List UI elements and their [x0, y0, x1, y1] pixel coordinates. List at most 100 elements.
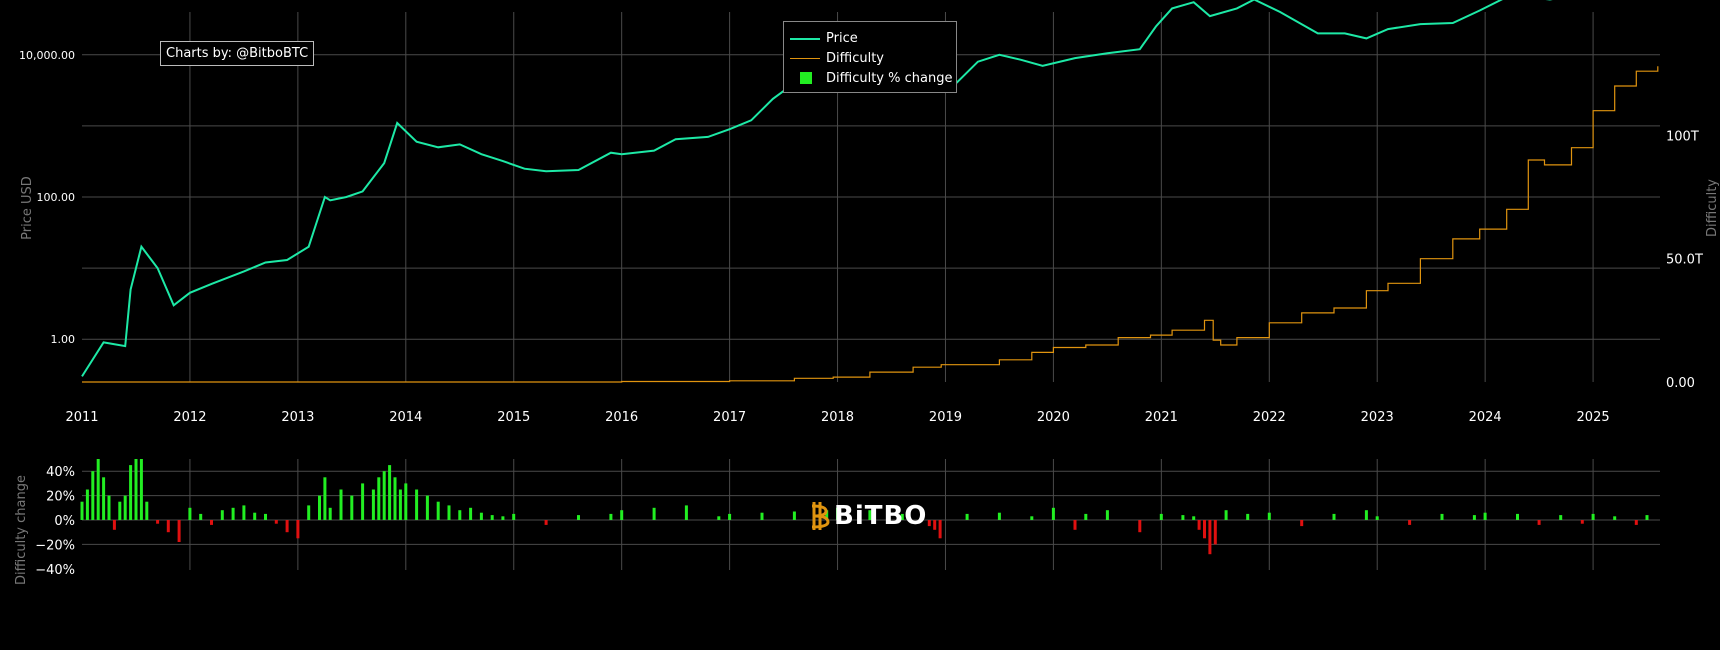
x-tick-label: 2020 — [1037, 410, 1070, 425]
x-tick-label: 2016 — [605, 410, 638, 425]
difficulty-change-bar — [264, 513, 267, 520]
difficulty-change-bar — [1537, 520, 1541, 525]
difficulty-change-bar — [469, 507, 473, 520]
difficulty-change-bar — [425, 495, 429, 520]
difficulty-change-bar — [382, 471, 386, 520]
difficulty-change-bar — [933, 520, 937, 530]
difficulty-change-bar — [1181, 515, 1185, 520]
legend-item-price[interactable]: Price — [790, 29, 858, 47]
difficulty-change-bar — [1138, 520, 1142, 533]
x-tick-label: 2021 — [1145, 410, 1178, 425]
difficulty-change-bar — [1267, 512, 1271, 520]
difficulty-change-bar — [1084, 513, 1088, 520]
x-tick-label: 2014 — [389, 410, 422, 425]
x-tick-label: 2024 — [1469, 410, 1502, 425]
y-tick-label: 100.00 — [37, 191, 76, 204]
difficulty-change-bar — [577, 515, 580, 520]
difficulty-change-bar — [1192, 516, 1196, 520]
difficulty-change-bar — [1051, 507, 1055, 520]
difficulty-change-bar — [1483, 512, 1487, 520]
difficulty-change-bar — [210, 520, 213, 525]
difficulty-change-bar — [501, 516, 505, 520]
legend-item-difficulty[interactable]: Difficulty — [790, 49, 884, 67]
legend-item-difficulty-change[interactable]: Difficulty % change — [790, 69, 952, 87]
difficulty-change-bar — [479, 512, 483, 520]
difficulty-change-bar — [361, 483, 365, 520]
difficulty-change-bar — [609, 513, 613, 520]
difficulty-change-bar — [371, 489, 375, 520]
difficulty-change-bar — [458, 510, 462, 520]
difficulty-change-bar — [1408, 520, 1412, 525]
difficulty-change-bar — [199, 513, 203, 520]
difficulty-change-bar — [1364, 510, 1368, 520]
difficulty-line — [82, 66, 1659, 383]
legend-label-difficulty-change: Difficulty % change — [826, 70, 953, 86]
difficulty-change-bar — [242, 505, 246, 520]
x-tick-label: 2013 — [281, 410, 314, 425]
difficulty-change-bar — [792, 511, 796, 520]
x-tick-label: 2015 — [497, 410, 530, 425]
difficulty-change-bar — [134, 459, 138, 520]
difficulty-change-bar — [1030, 516, 1034, 520]
difficulty-change-bar — [965, 513, 969, 520]
difficulty-change-bar — [129, 465, 133, 520]
difficulty-change-bar — [139, 459, 143, 520]
x-tick-label: 2017 — [713, 410, 746, 425]
difficulty-change-bar — [1440, 513, 1444, 520]
y-axis-title-price: Price USD — [20, 176, 35, 240]
difficulty-change-bar — [339, 489, 343, 520]
chart-legend: Price Difficulty Difficulty % change — [783, 21, 957, 93]
difficulty-change-bar — [388, 465, 392, 520]
sub-y-tick-label: −40% — [35, 563, 75, 578]
tick-labels: 2011 2012 2013 2014 2015 2016 2017 2018 2019 2020… — [19, 49, 1703, 578]
sub-y-tick-label: 0% — [54, 514, 75, 529]
difficulty-change-bar — [398, 489, 402, 520]
difficulty-change-bar — [220, 510, 224, 520]
difficulty-change-bar — [188, 507, 192, 520]
y-axis-title-difficulty-change: Difficulty change — [14, 475, 29, 585]
difficulty-change-bar — [166, 520, 170, 533]
difficulty-change-bar — [102, 477, 106, 520]
difficulty-change-bar — [145, 501, 149, 520]
difficulty-change-bar — [1634, 520, 1638, 525]
difficulty-change-bar — [1645, 515, 1649, 520]
y-tick-label: 10,000.00 — [19, 49, 75, 62]
difficulty-change-bar — [274, 520, 278, 524]
bitbo-logo-icon — [811, 502, 830, 530]
difficulty-change-bar — [393, 477, 397, 520]
difficulty-change-bar — [323, 477, 327, 520]
difficulty-change-bar — [112, 520, 116, 530]
difficulty-change-bar — [1246, 513, 1250, 520]
difficulty-change-bar — [118, 501, 122, 520]
difficulty-change-bar — [1300, 520, 1304, 527]
difficulty-change-bar — [825, 510, 829, 520]
difficulty-change-bar — [415, 489, 419, 520]
difficulty-change-bar — [253, 512, 257, 520]
legend-label-difficulty: Difficulty — [826, 50, 884, 66]
difficulty-change-bar — [1591, 513, 1595, 520]
difficulty-change-bar — [1613, 516, 1617, 520]
x-tick-label: 2022 — [1253, 410, 1286, 425]
difficulty-change-bar — [123, 495, 127, 520]
difficulty-change-bar — [350, 495, 354, 520]
sub-y-tick-label: −20% — [35, 538, 75, 553]
difficulty-change-bar — [447, 505, 451, 520]
y2-tick-label: 50.0T — [1666, 253, 1703, 268]
difficulty-change-bar — [544, 520, 548, 525]
difficulty-change-bar — [760, 512, 764, 520]
difficulty-change-bar — [927, 520, 931, 527]
bitbo-watermark-text: BiTBO — [834, 501, 928, 531]
difficulty-change-bar — [1375, 516, 1379, 520]
difficulty-change-bar — [1472, 515, 1476, 520]
difficulty-change-bar — [85, 489, 89, 520]
y2-tick-label: 0.00 — [1666, 376, 1695, 391]
x-tick-label: 2023 — [1361, 410, 1394, 425]
difficulty-change-bar — [107, 495, 111, 520]
difficulty-change-bar — [156, 520, 160, 524]
legend-label-price: Price — [826, 30, 858, 46]
difficulty-change-bar — [1580, 520, 1584, 524]
difficulty-change-bar — [997, 512, 1001, 520]
difficulty-change-bar — [318, 495, 321, 520]
x-tick-label: 2019 — [929, 410, 962, 425]
y-axis-title-difficulty: Difficulty — [1705, 179, 1720, 237]
